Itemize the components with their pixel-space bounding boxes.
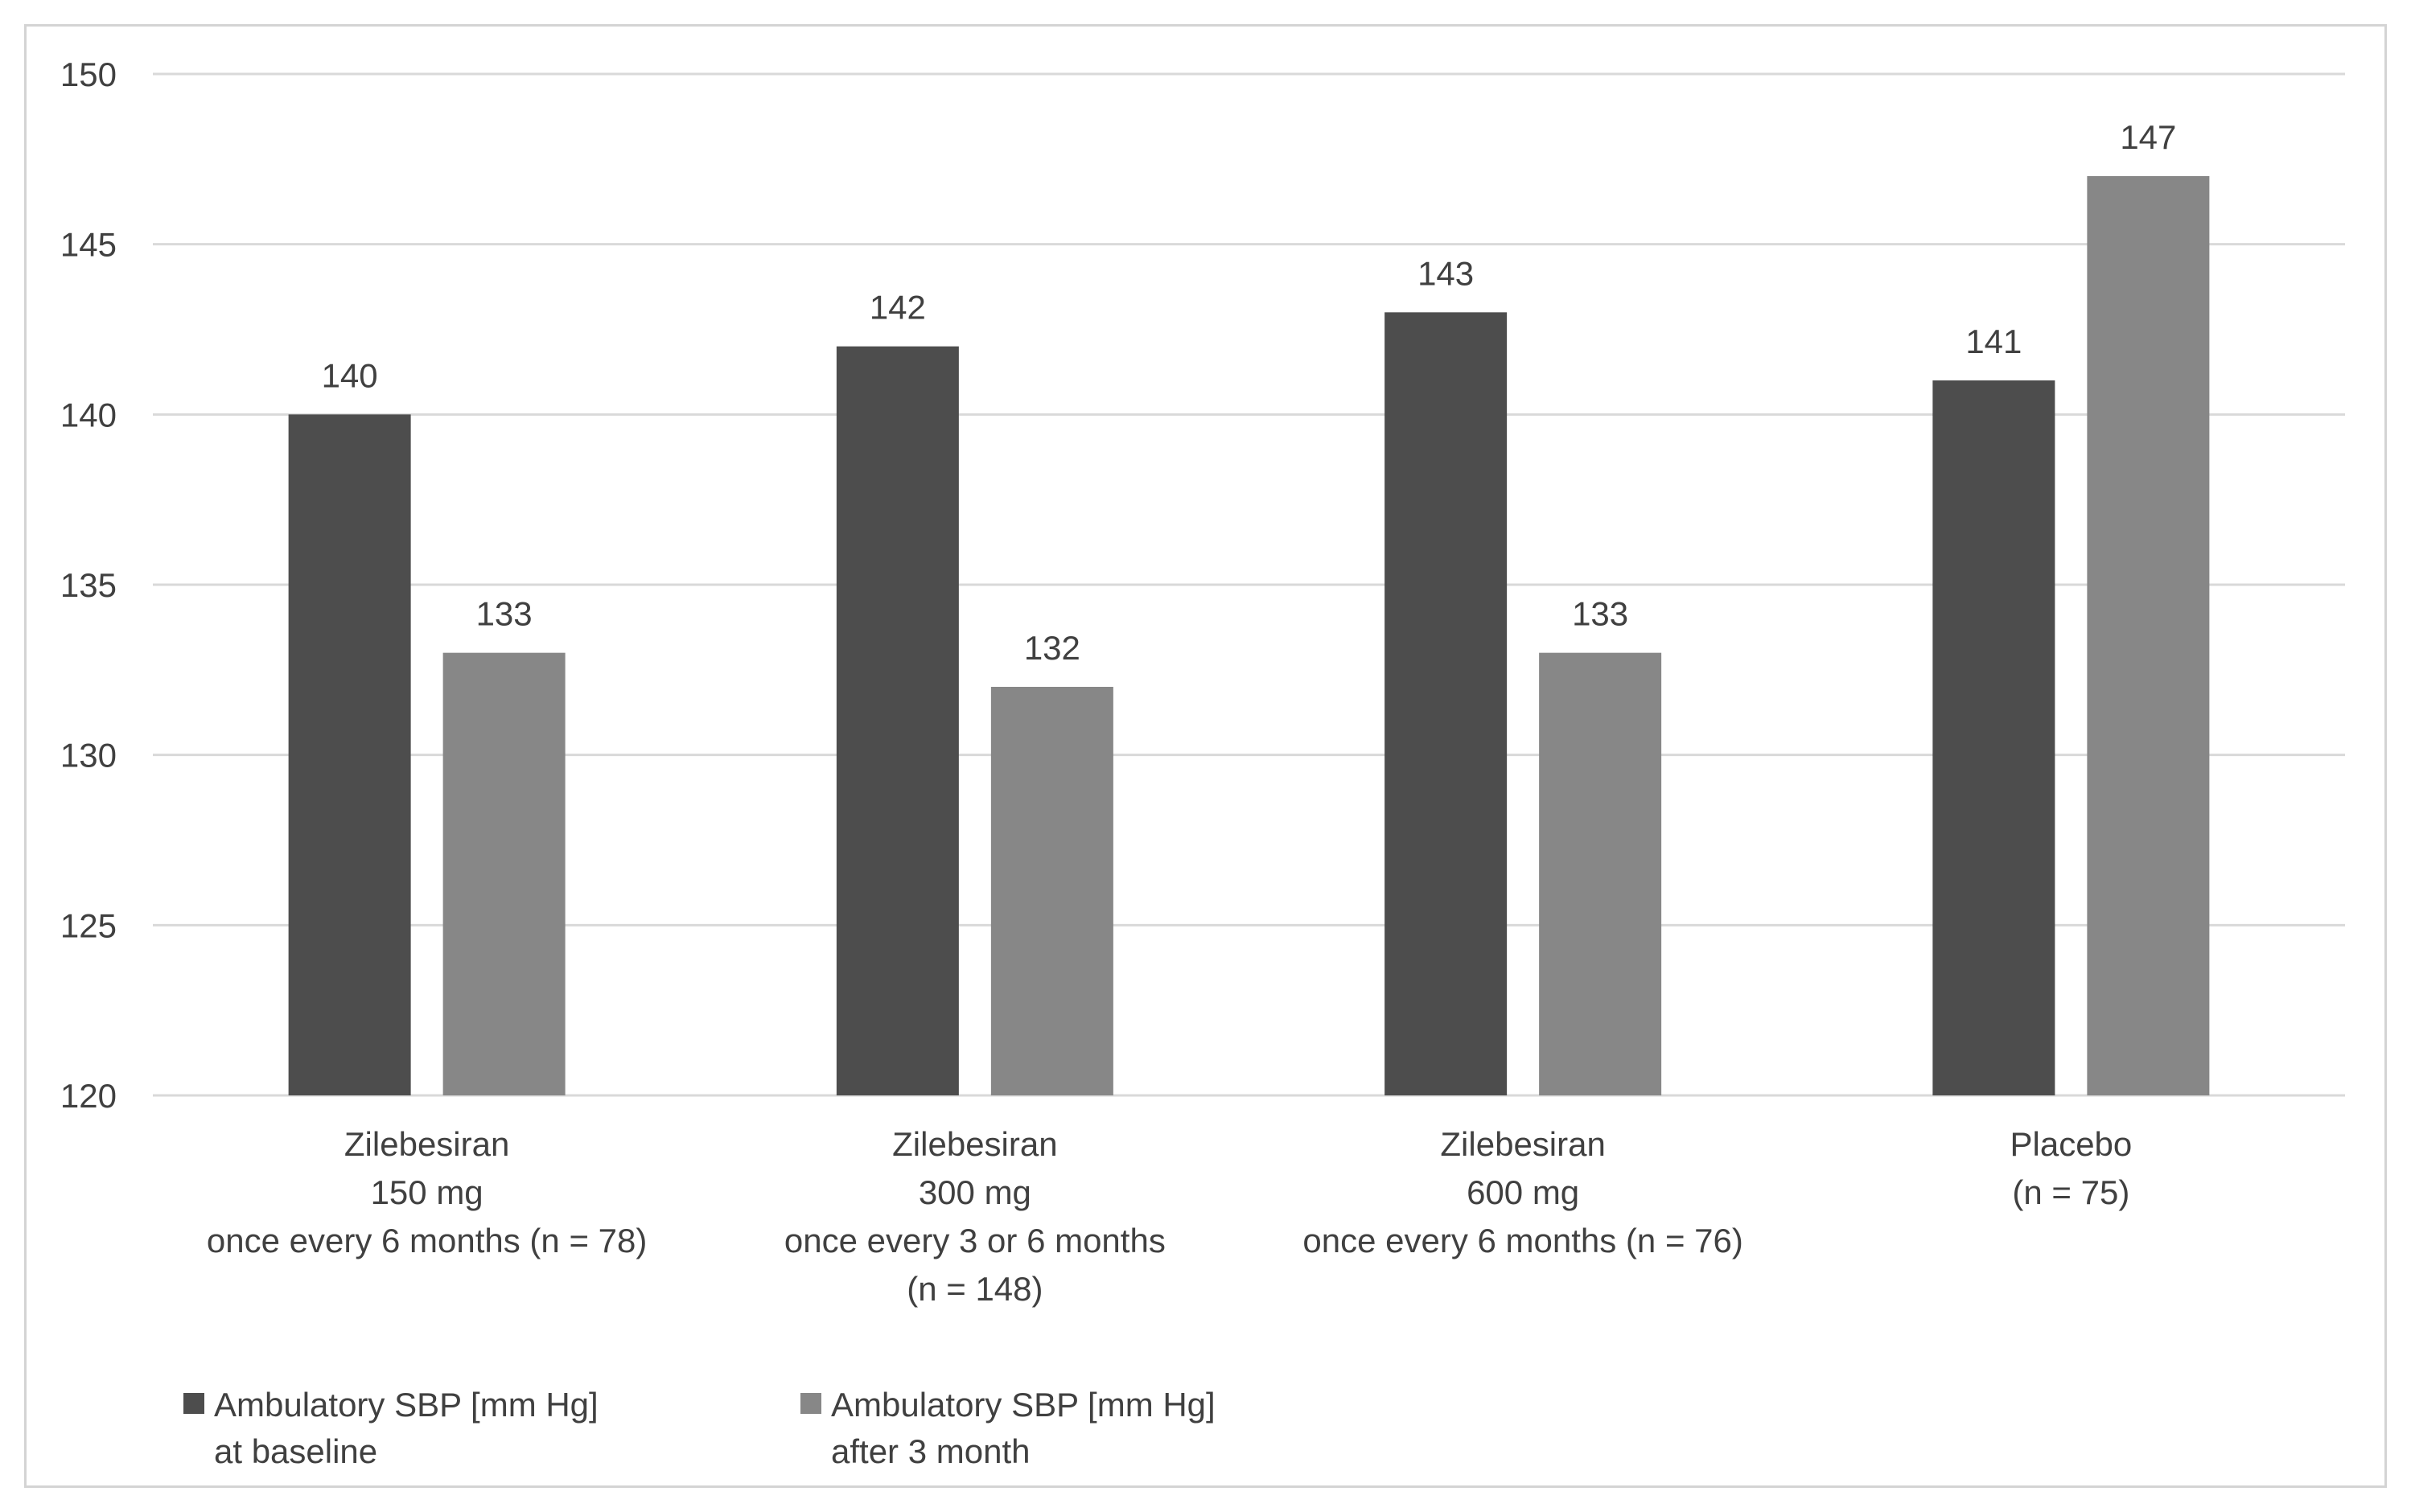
y-tick-label: 150 [60, 55, 117, 93]
data-label: 141 [1965, 323, 2022, 360]
data-label: 133 [1572, 595, 1628, 633]
y-tick-label: 120 [60, 1077, 117, 1115]
x-tick-label: 300 mg [919, 1173, 1031, 1211]
data-label: 140 [322, 356, 378, 394]
data-label: 143 [1417, 254, 1474, 292]
bar [990, 687, 1113, 1095]
data-label: 132 [1024, 629, 1080, 667]
x-tick-label: once every 6 months (n = 76) [1302, 1222, 1742, 1259]
y-tick-label: 145 [60, 226, 117, 264]
bar [836, 346, 959, 1096]
legend-swatch-after-3-month [800, 1393, 821, 1414]
x-tick-label: once every 6 months (n = 78) [207, 1222, 647, 1259]
legend-label-line: Ambulatory SBP [mm Hg] [214, 1386, 599, 1424]
legend-label-line: Ambulatory SBP [mm Hg] [831, 1386, 1216, 1424]
bar [288, 414, 411, 1095]
legend-item-baseline: Ambulatory SBP [mm Hg] at baseline [183, 1382, 599, 1475]
y-tick-label: 125 [60, 906, 117, 944]
x-tick-label: Zilebesiran [892, 1125, 1057, 1163]
data-label: 142 [870, 289, 926, 327]
y-tick-label: 140 [60, 396, 117, 433]
x-tick-label: once every 3 or 6 months [784, 1222, 1166, 1259]
x-tick-label: Zilebesiran [344, 1125, 509, 1163]
bar [2087, 176, 2210, 1095]
legend-label-line: after 3 month [831, 1432, 1031, 1470]
legend-swatch-baseline [183, 1393, 204, 1414]
x-tick-label: 600 mg [1467, 1173, 1579, 1211]
x-tick-label: (n = 148) [907, 1270, 1043, 1308]
bar [1539, 652, 1662, 1095]
bar [442, 652, 566, 1095]
y-tick-label: 130 [60, 737, 117, 774]
bar [1384, 312, 1508, 1095]
x-tick-label: Zilebesiran [1440, 1125, 1605, 1163]
legend-label-line: at baseline [214, 1432, 378, 1470]
y-tick-label: 135 [60, 566, 117, 604]
legend-item-after-3-month: Ambulatory SBP [mm Hg] after 3 month [800, 1382, 1216, 1475]
x-tick-label: (n = 75) [2012, 1173, 2129, 1211]
x-tick-label: Placebo [2010, 1125, 2132, 1163]
data-label: 133 [476, 595, 533, 633]
x-tick-label: 150 mg [371, 1173, 483, 1211]
data-label: 147 [2120, 118, 2176, 156]
bar [1932, 380, 2055, 1095]
